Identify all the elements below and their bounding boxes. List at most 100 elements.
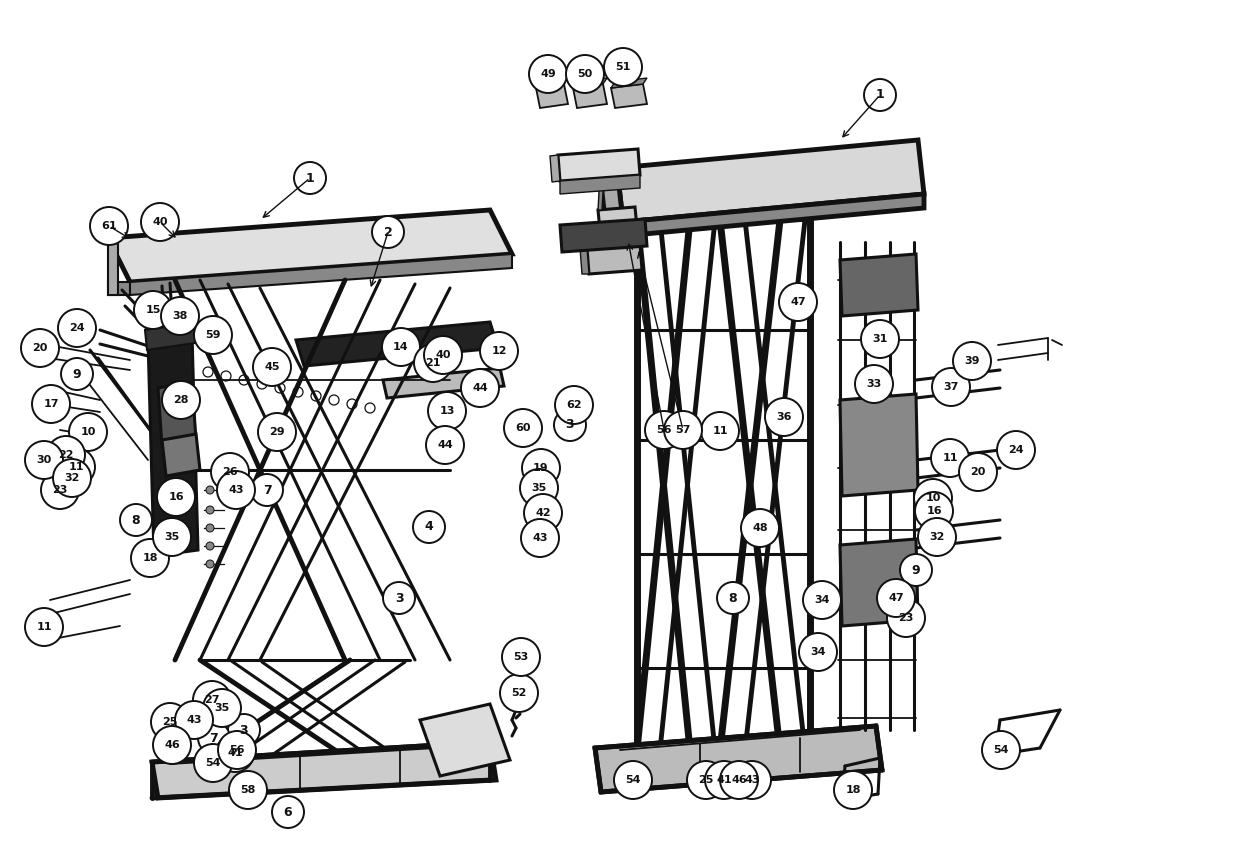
Polygon shape	[108, 210, 512, 282]
Circle shape	[57, 448, 96, 486]
Text: 23: 23	[53, 485, 68, 495]
Circle shape	[216, 471, 255, 509]
Polygon shape	[108, 238, 118, 295]
Circle shape	[701, 412, 738, 450]
Circle shape	[131, 539, 169, 577]
Text: 35: 35	[165, 532, 180, 542]
Text: 43: 43	[186, 715, 201, 725]
Text: 11: 11	[68, 462, 84, 472]
Circle shape	[211, 453, 249, 491]
Polygon shape	[536, 84, 569, 108]
Circle shape	[198, 722, 230, 754]
Polygon shape	[296, 322, 498, 366]
Circle shape	[25, 608, 63, 646]
Circle shape	[520, 469, 559, 507]
Text: 30: 30	[36, 455, 52, 465]
Circle shape	[733, 761, 771, 799]
Text: 18: 18	[845, 785, 860, 795]
Circle shape	[31, 385, 70, 423]
Circle shape	[428, 392, 465, 430]
Circle shape	[918, 518, 956, 556]
Circle shape	[60, 358, 93, 390]
Circle shape	[216, 734, 254, 772]
Text: 41: 41	[228, 748, 243, 758]
Polygon shape	[130, 254, 512, 295]
Circle shape	[915, 479, 952, 517]
Text: 34: 34	[810, 647, 825, 657]
Text: 21: 21	[425, 358, 440, 368]
Text: 54: 54	[994, 745, 1009, 755]
Polygon shape	[580, 248, 589, 274]
Circle shape	[502, 638, 540, 676]
Text: 9: 9	[912, 564, 921, 577]
Circle shape	[954, 342, 991, 380]
Circle shape	[499, 674, 538, 712]
Circle shape	[855, 365, 893, 403]
Circle shape	[530, 55, 567, 93]
Text: 58: 58	[240, 785, 255, 795]
Circle shape	[522, 449, 560, 487]
Text: 62: 62	[566, 400, 581, 410]
Text: 17: 17	[43, 399, 59, 409]
Text: 20: 20	[970, 467, 986, 477]
Text: 7: 7	[210, 732, 219, 745]
Circle shape	[206, 486, 214, 494]
Polygon shape	[145, 322, 203, 350]
Text: 54: 54	[625, 775, 640, 785]
Text: 8: 8	[132, 513, 141, 527]
Text: 52: 52	[511, 688, 527, 698]
Polygon shape	[840, 394, 918, 496]
Text: 12: 12	[492, 346, 507, 356]
Polygon shape	[108, 282, 130, 295]
Polygon shape	[420, 704, 509, 776]
Text: 8: 8	[728, 591, 737, 605]
Text: 47: 47	[888, 593, 903, 603]
Text: 44: 44	[437, 440, 453, 450]
Circle shape	[162, 381, 200, 419]
Circle shape	[21, 329, 59, 367]
Text: 29: 29	[269, 427, 284, 437]
Circle shape	[864, 79, 896, 111]
Circle shape	[717, 582, 749, 614]
Circle shape	[382, 328, 420, 366]
Text: 25: 25	[162, 717, 177, 727]
Circle shape	[272, 796, 304, 828]
Circle shape	[566, 55, 604, 93]
Circle shape	[424, 336, 462, 374]
Polygon shape	[560, 219, 647, 252]
Text: 27: 27	[204, 695, 220, 705]
Circle shape	[151, 703, 189, 741]
Circle shape	[203, 689, 242, 727]
Circle shape	[25, 441, 63, 479]
Polygon shape	[587, 244, 642, 274]
Polygon shape	[611, 78, 647, 88]
Circle shape	[555, 386, 593, 424]
Circle shape	[604, 48, 642, 86]
Circle shape	[58, 309, 96, 347]
Text: 41: 41	[716, 775, 732, 785]
Text: 33: 33	[867, 379, 882, 389]
Polygon shape	[572, 84, 608, 108]
Circle shape	[664, 411, 702, 449]
Text: 11: 11	[712, 426, 727, 436]
Text: 23: 23	[898, 613, 913, 623]
Circle shape	[645, 411, 683, 449]
Circle shape	[414, 344, 452, 382]
Text: 54: 54	[205, 758, 220, 768]
Text: 39: 39	[964, 356, 980, 366]
Polygon shape	[559, 149, 640, 181]
Text: 46: 46	[731, 775, 747, 785]
Text: 11: 11	[942, 453, 957, 463]
Text: 51: 51	[615, 62, 630, 72]
Circle shape	[135, 291, 172, 329]
Text: 20: 20	[33, 343, 48, 353]
Text: 61: 61	[101, 221, 117, 231]
Circle shape	[554, 409, 586, 441]
Polygon shape	[148, 334, 198, 556]
Circle shape	[413, 511, 445, 543]
Circle shape	[194, 316, 231, 354]
Text: 3: 3	[240, 723, 248, 736]
Polygon shape	[598, 174, 604, 210]
Polygon shape	[382, 368, 504, 398]
Text: 15: 15	[146, 305, 161, 315]
